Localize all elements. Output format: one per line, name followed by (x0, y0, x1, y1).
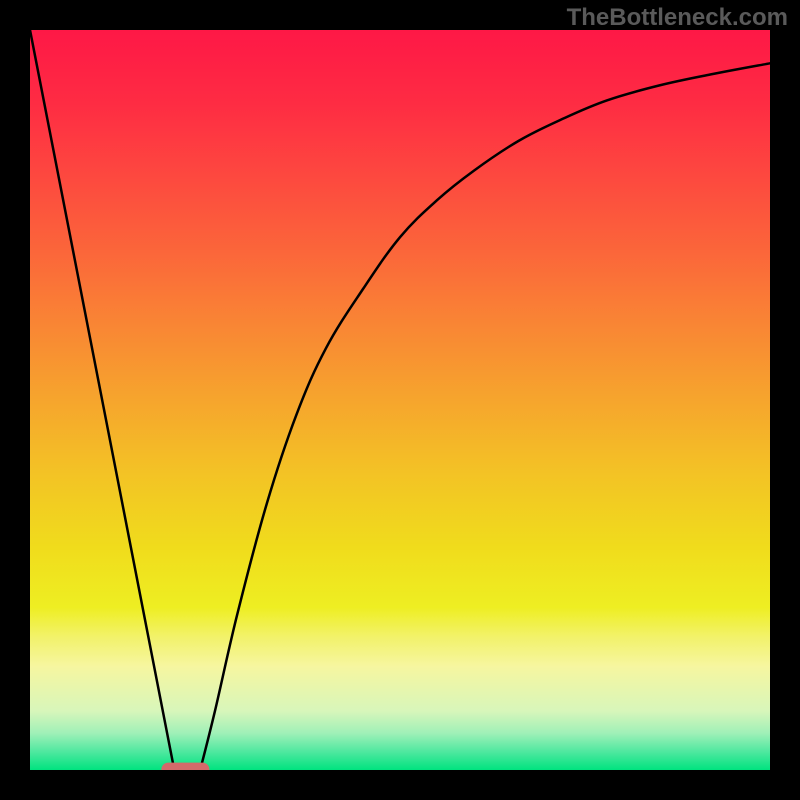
chart-background (30, 30, 770, 770)
chart-svg (0, 0, 800, 800)
watermark-text: TheBottleneck.com (567, 4, 788, 32)
bottleneck-chart: TheBottleneck.com (0, 0, 800, 800)
